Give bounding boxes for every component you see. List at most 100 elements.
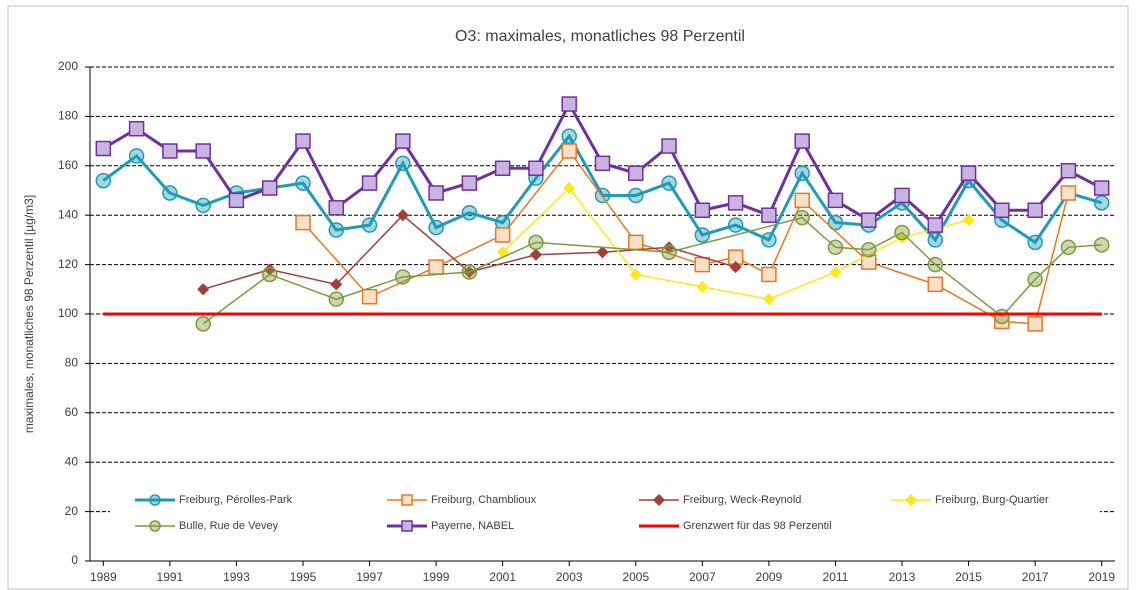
x-tick-label: 1991 [157,570,184,584]
point [197,283,210,296]
point [729,261,742,274]
y-tick-label: 0 [71,553,78,567]
point [1060,185,1077,201]
legend-label: Grenzwert für das 98 Perzentil [683,520,832,532]
point [761,232,777,248]
point [461,204,478,221]
point [328,200,345,216]
point [195,316,211,332]
point [661,175,677,191]
point [761,266,777,283]
legend-label: Freiburg, Weck-Reynold [683,494,801,506]
point [794,192,810,209]
x-tick-label: 2017 [1022,570,1049,584]
legend-marker [401,520,413,532]
legend-label: Freiburg, Chamblioux [431,494,537,506]
point [794,133,810,149]
y-tick-label: 80 [65,356,79,370]
x-tick-label: 2007 [689,570,716,584]
legend-marker [149,520,161,532]
point [628,234,644,251]
point [727,217,744,233]
point [860,212,877,228]
point [827,214,844,231]
point [529,248,543,261]
point [396,209,409,222]
legend-label: Freiburg, Burg-Quartier [935,494,1049,506]
x-tick-label: 2015 [955,570,982,584]
point [328,222,345,238]
series [195,209,1110,332]
point [461,175,478,191]
point [762,293,775,306]
y-tick-label: 160 [58,158,78,172]
x-tick-label: 2005 [622,570,649,584]
y-tick-label: 20 [65,504,79,518]
point [195,197,211,214]
line [502,186,969,300]
point [361,217,378,233]
y-tick-label: 40 [65,454,79,468]
point [694,227,711,243]
line [202,216,1102,325]
point [629,268,642,281]
point [696,280,709,293]
x-tick-label: 2013 [889,570,916,584]
point [528,160,544,177]
x-tick-label: 2011 [823,570,849,584]
y-tick-label: 100 [58,306,78,320]
point [661,244,677,260]
point [894,224,910,241]
y-tick-label: 180 [58,109,78,123]
point [962,214,975,227]
point [794,165,810,181]
series [295,143,1077,332]
x-tick-label: 1995 [290,570,317,584]
point [960,165,977,181]
point [494,160,511,177]
point [694,256,711,273]
point [395,133,411,149]
point [1060,239,1077,256]
point [994,308,1010,325]
chart-title: O3: maximales, monatliches 98 Perzentil [455,28,745,45]
x-tick-label: 2001 [489,570,516,584]
point [295,214,311,231]
point [694,202,711,219]
point [827,239,844,256]
point [428,185,444,201]
point [1027,234,1043,251]
y-tick-label: 120 [58,257,78,271]
point [328,291,345,307]
legend-box [110,486,1100,540]
point [563,181,576,195]
point [794,209,810,226]
point [162,185,178,201]
point [561,128,577,144]
point [295,175,311,191]
point [395,155,411,172]
point [228,192,245,209]
point [295,133,311,149]
y-tick-label: 60 [65,405,79,419]
point [927,217,944,233]
x-tick-label: 2009 [756,570,783,584]
point [95,140,112,157]
point [761,207,777,223]
legend-marker [149,494,161,506]
point [927,276,944,293]
point [1027,271,1043,288]
point [927,232,944,248]
point [128,148,145,164]
point [1027,316,1043,332]
point [727,195,744,211]
point [195,143,211,159]
series [95,96,1110,233]
point [428,219,444,236]
point [330,278,343,291]
point [395,269,411,285]
point [1027,202,1043,219]
point [361,175,378,191]
point [860,242,877,258]
